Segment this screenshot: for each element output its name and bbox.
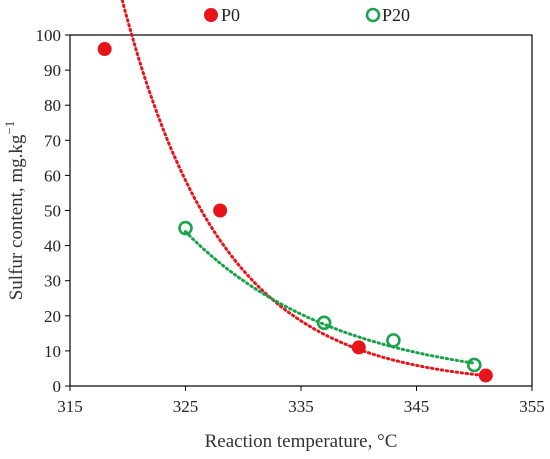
legend: P0 P20 — [204, 5, 410, 25]
legend-p20-marker — [365, 7, 381, 23]
point-p20 — [386, 333, 401, 348]
y-tick-label: 20 — [44, 307, 61, 326]
y-tick-label: 80 — [44, 96, 61, 115]
y-tick-label: 90 — [44, 61, 61, 80]
x-tick-label: 335 — [288, 397, 314, 416]
data-points — [97, 42, 493, 383]
y-tick-label: 10 — [44, 342, 61, 361]
y-axis-title: Sulfur content, mg.kg−1 — [2, 121, 27, 301]
point-p0 — [213, 203, 228, 218]
legend-p0-label: P0 — [221, 5, 240, 25]
y-tick-label: 0 — [53, 377, 62, 396]
x-axis-ticks: 315 325 335 345 355 — [57, 386, 545, 416]
x-tick-label: 325 — [173, 397, 199, 416]
legend-p0-marker — [204, 8, 218, 22]
x-tick-label: 315 — [57, 397, 83, 416]
point-p20 — [316, 315, 332, 331]
point-p0 — [97, 42, 112, 57]
y-axis-ticks: 0 10 20 30 40 50 60 70 80 90 100 — [36, 26, 70, 396]
legend-p20-label: P20 — [382, 5, 410, 25]
y-axis-title-unit-exponent: −1 — [2, 121, 17, 135]
y-tick-label: 100 — [36, 26, 62, 45]
point-p20 — [178, 220, 193, 236]
x-tick-label: 345 — [404, 397, 430, 416]
y-axis-title-main: Sulfur content, mg.kg — [6, 134, 27, 300]
x-axis-title: Reaction temperature, °C — [205, 431, 398, 452]
y-tick-label: 30 — [44, 272, 61, 291]
y-tick-label: 40 — [44, 237, 61, 256]
y-tick-label: 60 — [44, 166, 61, 185]
point-p0 — [478, 368, 493, 383]
trendline-p0 — [120, 0, 488, 378]
x-tick-label: 355 — [519, 397, 545, 416]
y-tick-label: 70 — [44, 131, 61, 150]
y-tick-label: 50 — [44, 202, 61, 221]
point-p0 — [351, 340, 366, 355]
point-p20 — [466, 357, 482, 373]
